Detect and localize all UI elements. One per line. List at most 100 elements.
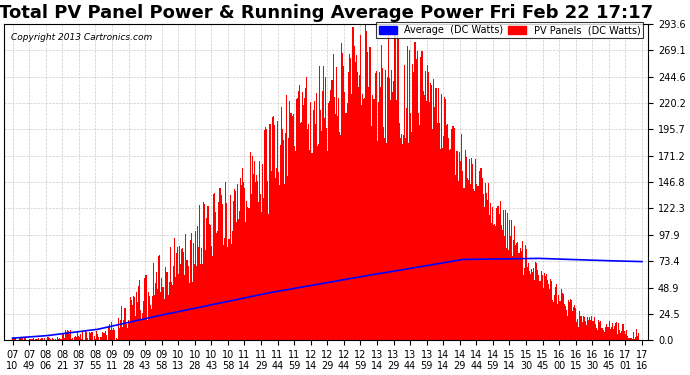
Bar	[638, 333, 640, 340]
Bar	[331, 80, 333, 340]
Bar	[116, 338, 117, 340]
Bar	[411, 132, 413, 340]
Bar	[580, 316, 582, 340]
Bar	[428, 72, 429, 340]
Bar	[33, 338, 34, 340]
Bar	[218, 202, 219, 340]
Bar	[345, 113, 346, 340]
Bar	[515, 245, 516, 340]
Bar	[224, 238, 226, 340]
Bar	[96, 331, 97, 340]
Bar	[404, 65, 405, 340]
Bar	[179, 246, 180, 340]
Bar	[29, 339, 30, 340]
Bar	[558, 295, 560, 340]
Bar	[112, 330, 113, 340]
Bar	[19, 338, 21, 340]
Bar	[296, 99, 297, 340]
Bar	[341, 43, 342, 340]
Bar	[162, 287, 164, 340]
Bar	[301, 122, 302, 340]
Bar	[52, 338, 53, 340]
Bar	[393, 81, 395, 340]
Bar	[36, 339, 37, 340]
Bar	[473, 189, 474, 340]
Bar	[582, 316, 584, 340]
Bar	[435, 88, 437, 340]
Bar	[369, 47, 371, 340]
Bar	[368, 87, 369, 340]
Bar	[219, 188, 220, 340]
Bar	[307, 129, 308, 340]
Bar	[349, 54, 351, 340]
Bar	[403, 135, 404, 340]
Bar	[490, 202, 491, 340]
Bar	[401, 134, 402, 340]
Bar	[265, 127, 266, 340]
Bar	[431, 85, 433, 340]
Bar	[526, 249, 527, 340]
Bar	[184, 275, 186, 340]
Bar	[138, 286, 139, 340]
Bar	[355, 55, 357, 340]
Bar	[94, 336, 95, 340]
Bar	[82, 332, 83, 340]
Bar	[365, 24, 366, 340]
Bar	[551, 282, 552, 340]
Bar	[130, 297, 131, 340]
Bar	[602, 330, 604, 340]
Bar	[510, 236, 511, 340]
Bar	[124, 308, 126, 340]
Bar	[446, 125, 447, 340]
Bar	[507, 213, 508, 340]
Bar	[371, 126, 373, 340]
Bar	[391, 70, 393, 340]
Bar	[106, 335, 107, 340]
Bar	[154, 295, 155, 340]
Bar	[406, 108, 407, 340]
Bar	[43, 338, 45, 340]
Bar	[322, 91, 323, 340]
Bar	[270, 171, 272, 340]
Bar	[308, 124, 309, 340]
Bar	[495, 226, 496, 340]
Bar	[520, 251, 522, 340]
Bar	[286, 95, 287, 340]
Bar	[176, 252, 177, 340]
Bar	[609, 321, 610, 340]
Bar	[340, 135, 341, 340]
Bar	[193, 243, 194, 340]
Bar	[248, 208, 250, 340]
Bar	[212, 256, 213, 340]
Bar	[367, 52, 368, 340]
Bar	[132, 304, 133, 340]
Bar	[100, 337, 101, 340]
Bar	[283, 140, 284, 340]
Bar	[49, 338, 50, 340]
Bar	[569, 302, 570, 340]
Bar	[375, 71, 377, 340]
Bar	[198, 248, 199, 340]
Bar	[126, 328, 128, 340]
Bar	[489, 215, 490, 340]
Bar	[93, 339, 94, 340]
Bar	[222, 204, 224, 340]
Bar	[632, 339, 633, 340]
Bar	[310, 102, 311, 340]
Bar	[512, 256, 513, 340]
Bar	[626, 330, 627, 340]
Bar	[178, 274, 179, 340]
Bar	[142, 312, 144, 340]
Bar	[305, 88, 306, 340]
Bar	[382, 68, 383, 340]
Bar	[233, 201, 234, 340]
Bar	[472, 164, 473, 340]
Bar	[593, 321, 594, 340]
Bar	[492, 207, 493, 340]
Bar	[346, 113, 347, 340]
Bar	[264, 130, 265, 340]
Bar	[168, 282, 170, 340]
Bar	[292, 116, 293, 340]
Bar	[302, 92, 303, 340]
Bar	[498, 214, 500, 340]
